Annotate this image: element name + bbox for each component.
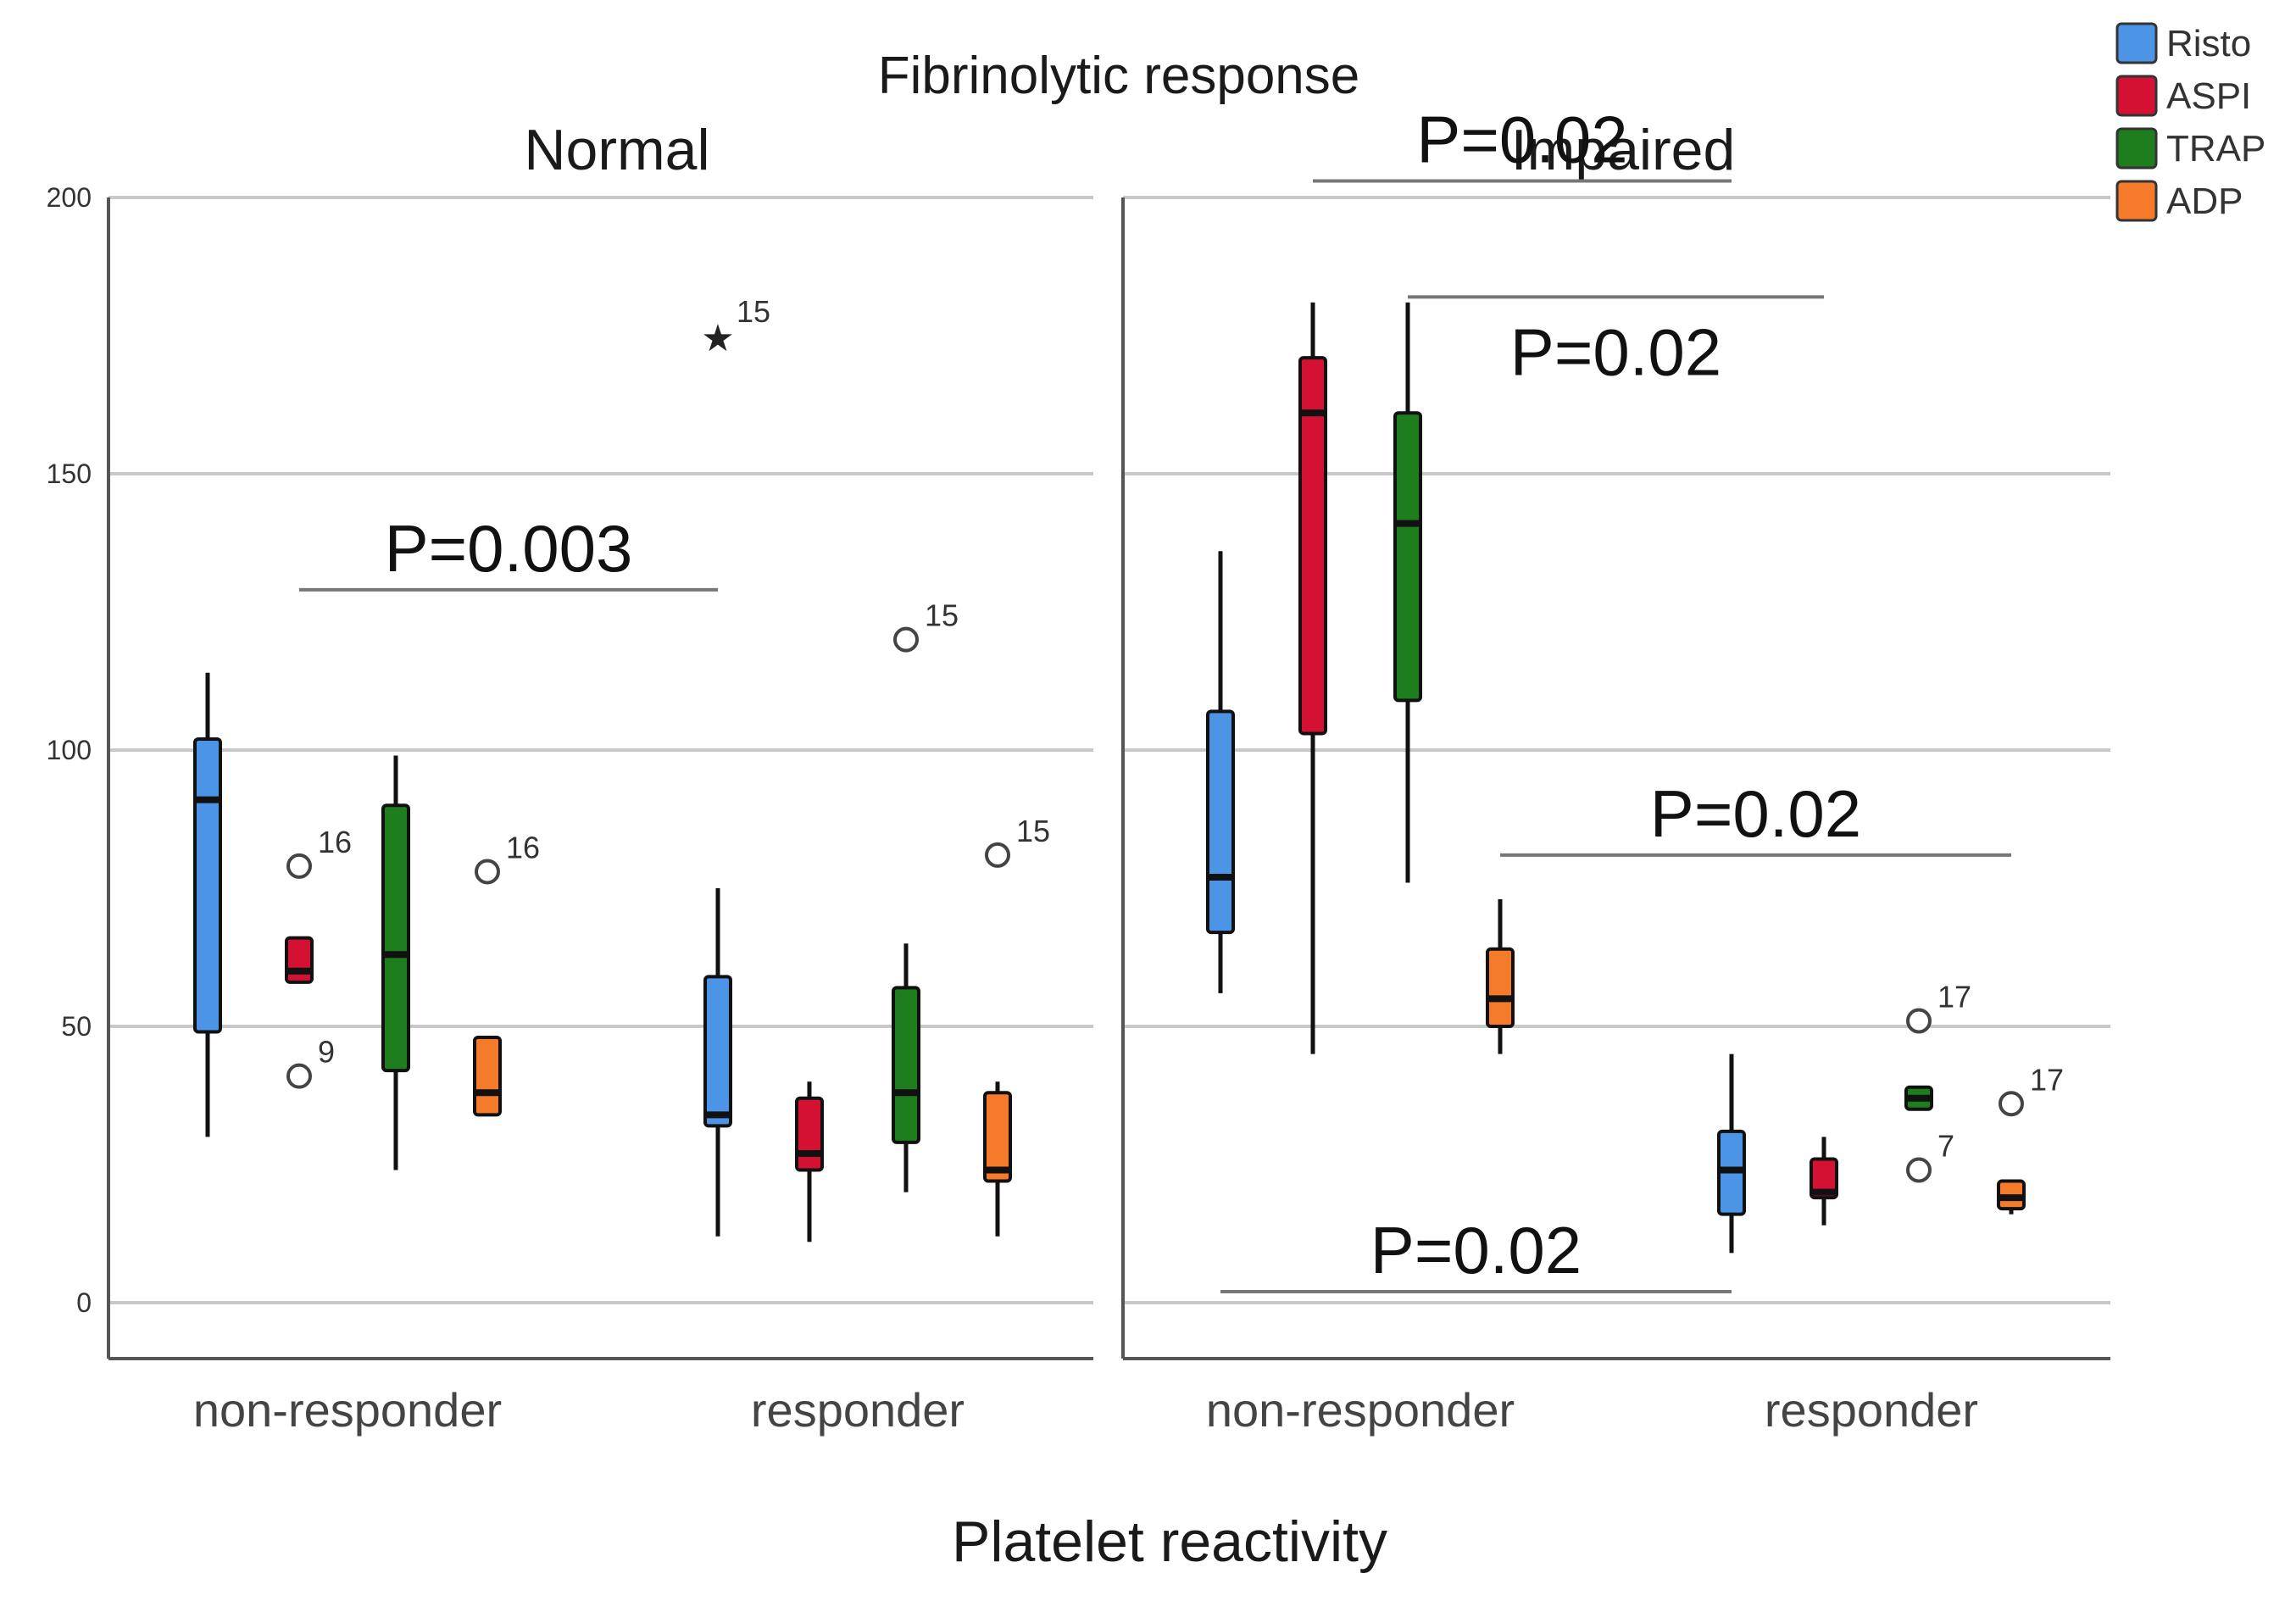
p-value-label: P=0.02: [1650, 776, 1861, 851]
box-trap: [381, 755, 410, 1170]
box-aspi: [795, 1081, 824, 1242]
box-aspi: 16 9: [285, 825, 352, 1089]
box-trap: 17 7: [1904, 979, 1971, 1183]
outlier-label: 7: [1937, 1129, 1954, 1164]
legend-swatch: [2115, 75, 2158, 117]
box-adp: 16: [473, 830, 540, 1117]
iqr-box: [1298, 356, 1327, 736]
outlier-label: 15: [1016, 814, 1050, 848]
iqr-box: [983, 1091, 1012, 1183]
legend-swatch: [2115, 180, 2158, 222]
extreme-outlier-marker: ★: [701, 318, 734, 359]
panels-layer: Normal 0 50 100 150 200 non-responder responder…: [47, 102, 2110, 1437]
legend-label: ASPI: [2166, 75, 2251, 117]
y-tick-label-0: 0: [76, 1287, 92, 1318]
outlier-marker: [1906, 1008, 1932, 1034]
iqr-box: [892, 986, 920, 1144]
box-risto: [1206, 551, 1235, 993]
p-value-label: P=0.02: [1510, 314, 1721, 389]
outlier-marker: [286, 853, 312, 879]
p-value-label: P=0.003: [385, 511, 633, 586]
box-risto: [193, 672, 222, 1137]
group-non-responder: [1206, 302, 1515, 1054]
box-risto: ★15: [701, 294, 770, 1237]
outlier-marker: [475, 859, 500, 885]
box-risto: [1717, 1053, 1746, 1254]
outlier-label: 17: [1937, 979, 1971, 1014]
iqr-box: [285, 936, 314, 984]
group-responder: 17 7 17: [1717, 979, 2064, 1254]
y-tick-label-200: 200: [47, 182, 92, 213]
legend-swatch: [2115, 22, 2158, 64]
iqr-box: [795, 1096, 824, 1172]
iqr-box: [381, 803, 410, 1073]
panel-title-normal: Normal: [524, 118, 709, 182]
iqr-box: [1393, 411, 1422, 703]
legend-item-trap: TRAP: [2115, 127, 2265, 170]
iqr-box: [1810, 1157, 1838, 1200]
y-tick-label-50: 50: [61, 1011, 92, 1042]
p-value-label: P=0.02: [1416, 102, 1627, 176]
significance-annotation: P=0.02: [1313, 102, 1732, 183]
legend-label: TRAP: [2166, 128, 2265, 170]
category-label-non-responder: non-responder: [193, 1383, 502, 1437]
box-trap: 15: [892, 598, 959, 1192]
outlier-label: 15: [737, 294, 770, 329]
box-adp: [1486, 899, 1515, 1054]
category-label-responder: responder: [1765, 1383, 1978, 1437]
significance-annotation: P=0.02: [1408, 295, 1824, 389]
box-aspi: [1298, 302, 1327, 1054]
outlier-label: 16: [506, 830, 540, 864]
significance-annotation: P=0.02: [1220, 1213, 1732, 1293]
outlier-label: 16: [318, 825, 352, 859]
iqr-box: [1206, 709, 1235, 935]
box-trap: [1393, 302, 1422, 883]
panel-normal: Normal 0 50 100 150 200 non-responder responder…: [47, 118, 1093, 1437]
group-non-responder: 16 9 16: [193, 672, 540, 1170]
legend: Risto ASPI TRAP ADP: [2115, 22, 2265, 222]
significance-annotation: P=0.003: [299, 511, 718, 592]
iqr-box: [703, 975, 732, 1128]
p-value-label: P=0.02: [1370, 1213, 1582, 1287]
outlier-label: 17: [2030, 1062, 2064, 1097]
outlier-marker: [286, 1063, 312, 1089]
legend-item-risto: Risto: [2115, 22, 2251, 64]
chart-title: Fibrinolytic response: [878, 47, 1360, 105]
y-tick-label-150: 150: [47, 459, 92, 489]
legend-item-aspi: ASPI: [2115, 75, 2251, 117]
outlier-marker: [985, 842, 1010, 868]
legend-item-adp: ADP: [2115, 180, 2243, 222]
x-axis-label: Platelet reactivity: [952, 1509, 1387, 1574]
box-aspi: [1810, 1137, 1838, 1226]
box-adp: 15: [983, 814, 1050, 1237]
significance-annotation: P=0.02: [1500, 776, 2011, 857]
outlier-marker: [1999, 1091, 2024, 1117]
iqr-box: [193, 737, 222, 1034]
y-tick-label-100: 100: [47, 735, 92, 765]
panel-impaired: Impaired non-responder responder 17 7 17 P=0.0…: [1121, 102, 2110, 1437]
panel-title-impaired: Impaired: [1511, 118, 1736, 182]
category-label-responder: responder: [751, 1383, 965, 1437]
iqr-box: [1486, 947, 1515, 1028]
legend-label: Risto: [2166, 23, 2251, 64]
outlier-marker: [893, 626, 919, 653]
legend-label: ADP: [2166, 181, 2243, 222]
outlier-label: 9: [318, 1035, 335, 1070]
category-label-non-responder: non-responder: [1206, 1383, 1515, 1437]
outlier-marker: [1906, 1157, 1932, 1183]
legend-swatch: [2115, 127, 2158, 170]
box-adp: 17: [1997, 1062, 2064, 1215]
iqr-box: [473, 1036, 502, 1117]
outlier-label: 15: [925, 598, 959, 633]
